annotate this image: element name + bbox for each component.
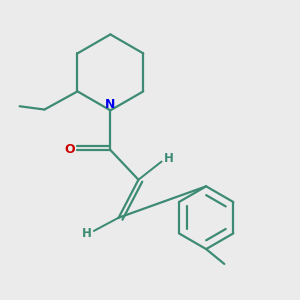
Text: H: H xyxy=(164,152,174,165)
Text: O: O xyxy=(65,143,75,157)
Text: H: H xyxy=(82,227,92,240)
Text: N: N xyxy=(105,98,116,111)
